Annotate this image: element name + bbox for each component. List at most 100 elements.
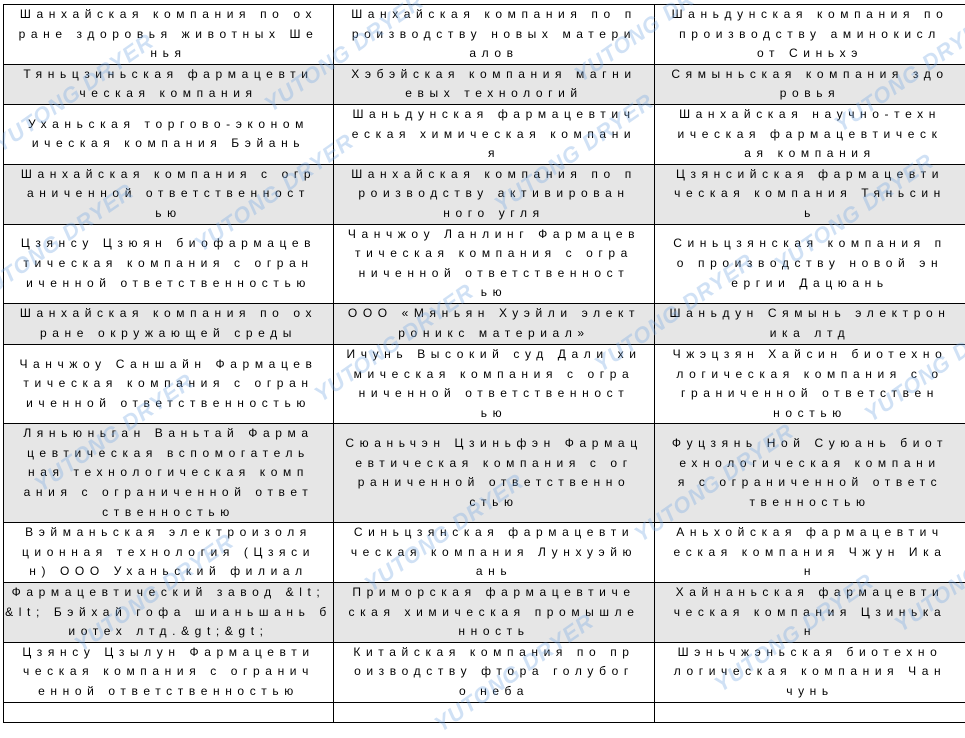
company-name-line: ическая фармацевтическ bbox=[655, 125, 965, 145]
company-name-line: раниченной ответственно bbox=[334, 473, 654, 493]
company-name-line: роникс материал» bbox=[334, 324, 654, 344]
company-name-line: Шанхайская компания по п bbox=[334, 5, 654, 25]
company-name-line: производству аминокисл bbox=[655, 25, 965, 45]
company-name-line: ая компания bbox=[655, 144, 965, 164]
company-name-line: алов bbox=[334, 44, 654, 64]
company-name-line: от Синьхэ bbox=[655, 44, 965, 64]
company-name-line: Ляньюньган Ваньтай Фарма bbox=[4, 424, 333, 444]
company-name-line: ниченной ответственност bbox=[334, 384, 654, 404]
company-name-line: стью bbox=[334, 493, 654, 513]
company-name-line: Шанхайская научно-техн bbox=[655, 105, 965, 125]
company-name-line: логическая компания с о bbox=[655, 365, 965, 385]
company-name-line: ного угля bbox=[334, 204, 654, 224]
company-name-line: Шанхайская компания по ох bbox=[4, 304, 333, 324]
company-name-line: ООО «Мяньян Хуэйли элект bbox=[334, 304, 654, 324]
company-name-line: ь bbox=[655, 204, 965, 224]
company-name-line: тическая компания с огран bbox=[4, 254, 333, 274]
company-name-line: о неба bbox=[334, 682, 654, 702]
company-name-line: енной ответственностью bbox=[4, 682, 333, 702]
company-name-line: нность bbox=[334, 622, 654, 642]
company-name-line: Фармацевтический завод &lt; bbox=[4, 583, 333, 603]
company-name-line: аниченной ответственност bbox=[4, 184, 333, 204]
company-name-line: роизводству активирован bbox=[334, 184, 654, 204]
company-name-line: ическая компания Бэйань bbox=[4, 134, 333, 154]
company-name-line: Сямыньская компания здо bbox=[655, 65, 965, 85]
company-name-line: Шэньчжэньская биотехно bbox=[655, 643, 965, 663]
company-name-line: граниченной ответствен bbox=[655, 384, 965, 404]
company-name-line: иченной ответственностью bbox=[4, 274, 333, 294]
company-name-line: ью bbox=[334, 283, 654, 303]
company-name-line: ика лтд bbox=[655, 324, 965, 344]
company-name-line: еская компания Чжун Ика bbox=[655, 543, 965, 563]
company-name-line: ровья bbox=[655, 84, 965, 104]
company-cell: Фармацевтический завод &lt;&lt; Бэйхай г… bbox=[4, 583, 334, 643]
company-name-line: ческая компания Тяньсин bbox=[655, 184, 965, 204]
company-name-line: чунь bbox=[655, 682, 965, 702]
company-name-line: ания с ограниченной ответ bbox=[4, 483, 333, 503]
company-name-line: ственностью bbox=[4, 503, 333, 523]
company-name-line: ческая компания Лунхуэйю bbox=[334, 543, 654, 563]
company-name-line: ная технологическая комп bbox=[4, 463, 333, 483]
company-name-line: Шаньдунская компания по bbox=[655, 5, 965, 25]
company-name-line: Шаньдунская фармацевтич bbox=[334, 105, 654, 125]
company-name-line: ергии Дацюань bbox=[655, 274, 965, 294]
company-name-line: ческая компания Цзинька bbox=[655, 603, 965, 623]
company-name-line: ью bbox=[4, 204, 333, 224]
company-name-line: твенностью bbox=[655, 493, 965, 513]
company-name-line: ехнологическая компани bbox=[655, 454, 965, 474]
company-name-line: Цзянсийская фармацевти bbox=[655, 165, 965, 185]
company-name-line: роизводству новых матери bbox=[334, 25, 654, 45]
company-name-line: Чанчжоу Ланлинг Фармацев bbox=[334, 225, 654, 245]
company-cell bbox=[655, 702, 965, 722]
company-name-line: &lt; Бэйхай гофа шианьшань б bbox=[4, 603, 333, 623]
company-name-line: Уханьская торгово-эконом bbox=[4, 115, 333, 135]
company-name-line: Чанчжоу Саншайн Фармацев bbox=[4, 355, 333, 375]
company-name-line: Шаньдун Сямынь электрон bbox=[655, 304, 965, 324]
company-name-line: оизводству фтора голубог bbox=[334, 662, 654, 682]
company-name-line: о производству новой эн bbox=[655, 254, 965, 274]
company-name-line: Фуцзянь Ной Суюань биот bbox=[655, 434, 965, 454]
table-row: Фармацевтический завод &lt;&lt; Бэйхай г… bbox=[4, 583, 965, 643]
company-cell bbox=[4, 702, 334, 722]
company-name-line: логическая компания Чан bbox=[655, 662, 965, 682]
company-name-line: еская химическая компани bbox=[334, 125, 654, 145]
company-name-line: ниченной ответственност bbox=[334, 264, 654, 284]
company-name-line: Сюаньчэн Цзиньфэн Фармац bbox=[334, 434, 654, 454]
company-name-line: Тяньцзиньская фармацевти bbox=[4, 65, 333, 85]
company-name-line: ностью bbox=[655, 404, 965, 424]
company-name-line: Шанхайская компания по п bbox=[334, 165, 654, 185]
company-name-line: ью bbox=[334, 404, 654, 424]
company-name-line: ань bbox=[334, 562, 654, 582]
company-name-line: Цзянсу Цзюян биофармацев bbox=[4, 234, 333, 254]
